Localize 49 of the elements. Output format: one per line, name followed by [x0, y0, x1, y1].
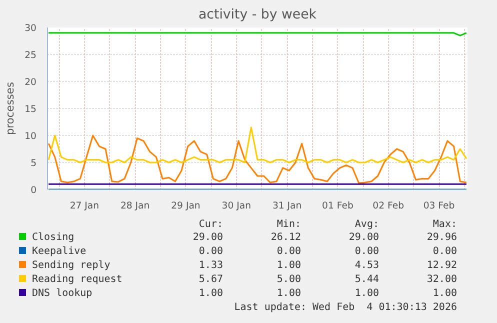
x-tick-label: 03 Feb: [423, 200, 455, 212]
text: 1.00: [354, 287, 379, 301]
text: Cur:: [198, 219, 223, 231]
x-tick-label: 30 Jan: [222, 200, 252, 212]
y-tick-label: 30: [24, 23, 37, 34]
text: 5.44: [354, 273, 379, 287]
legend-label: Reading request: [31, 273, 124, 287]
line-series: [48, 126, 468, 164]
y-tick-label: 5: [30, 158, 37, 169]
x-tick-label: 02 Feb: [372, 200, 404, 212]
chart-title: activity - by week: [198, 8, 317, 22]
legend-label: DNS lookup: [31, 287, 94, 301]
y-tick-label: 20: [24, 77, 37, 88]
x-tick-label: 31 Jan: [272, 200, 302, 212]
legend-label: Sending reply: [31, 259, 112, 273]
text: 0.00: [198, 245, 223, 259]
text: 1.00: [276, 259, 301, 273]
text: 29.96: [426, 231, 457, 245]
y-tick-label: 10: [24, 131, 37, 142]
text: Last update: Wed Feb 4 01:30:13 2026: [233, 301, 457, 315]
text: 26.12: [270, 231, 301, 245]
text: Min:: [276, 219, 301, 231]
text: 12.92: [426, 259, 457, 273]
y-tick-label: 0: [30, 185, 37, 196]
x-tick-label: 01 Feb: [322, 200, 354, 212]
text: 1.33: [198, 259, 223, 273]
text: 0.00: [354, 245, 379, 259]
text: 4.53: [354, 259, 379, 273]
x-tick-label: 29 Jan: [171, 200, 200, 212]
y-tick-label: 25: [24, 50, 37, 61]
text: 29.00: [192, 231, 223, 245]
text: 0.00: [276, 245, 301, 259]
text: 1.00: [432, 287, 457, 301]
text: 32.00: [426, 273, 457, 287]
text: 5.00: [276, 273, 301, 287]
y-tick-label: 15: [24, 104, 37, 115]
text: 0.00: [432, 245, 457, 259]
text: 5.67: [198, 273, 223, 287]
legend-label: Closing: [31, 231, 76, 245]
legend-label: Keepalive: [31, 245, 88, 259]
text: Max:: [432, 219, 457, 231]
x-tick-label: 28 Jan: [120, 200, 150, 212]
text: 1.00: [276, 287, 301, 301]
x-tick-label: 27 Jan: [70, 200, 100, 212]
text: 1.00: [198, 287, 223, 301]
line-series: [48, 134, 468, 184]
y-axis-title: processes: [4, 82, 17, 136]
text: 29.00: [348, 231, 379, 245]
text: Avg:: [354, 219, 379, 231]
